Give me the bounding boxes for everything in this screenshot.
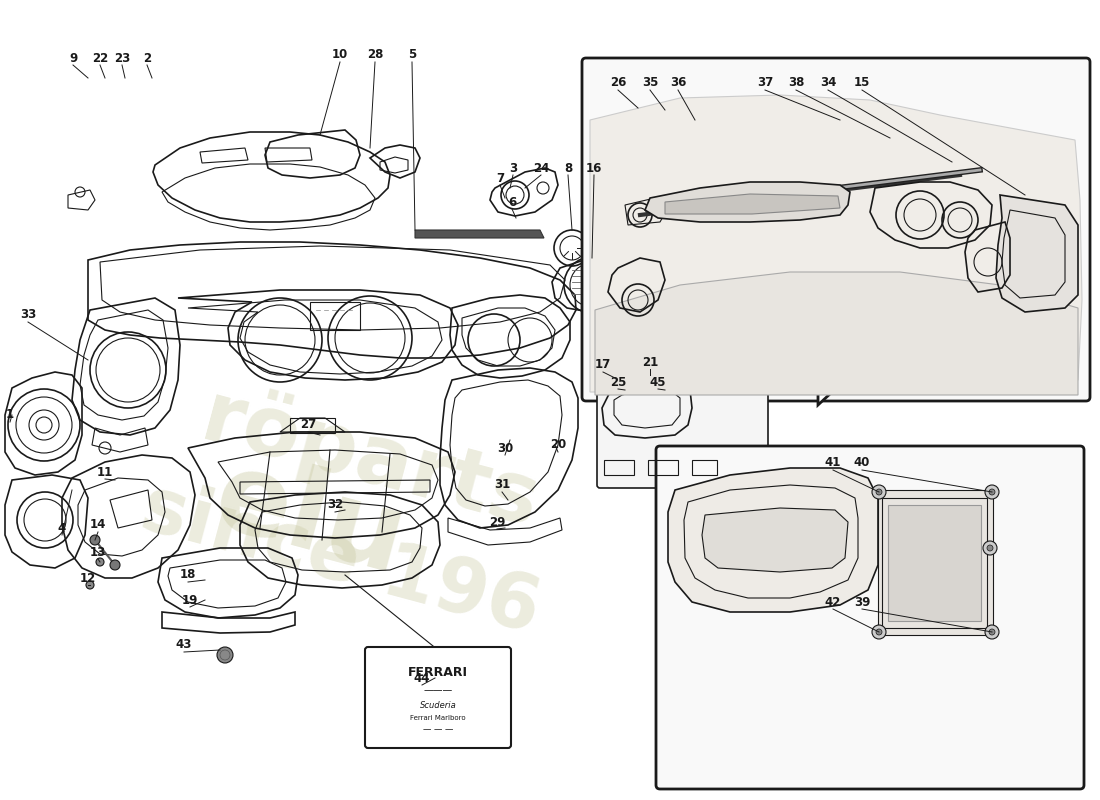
Text: 40: 40: [854, 457, 870, 470]
Text: 15: 15: [854, 77, 870, 90]
FancyBboxPatch shape: [656, 446, 1084, 789]
Polygon shape: [590, 95, 1082, 392]
Text: 5: 5: [408, 49, 416, 62]
Circle shape: [872, 625, 886, 639]
Circle shape: [110, 560, 120, 570]
Text: 25: 25: [609, 375, 626, 389]
Text: FERRARI: FERRARI: [408, 666, 468, 678]
Text: ———: ———: [424, 685, 452, 695]
Text: 4: 4: [58, 522, 66, 534]
Bar: [888, 505, 981, 621]
Bar: [882, 498, 987, 628]
Text: 38: 38: [788, 77, 804, 90]
Circle shape: [984, 625, 999, 639]
Polygon shape: [780, 355, 845, 405]
Text: 45: 45: [650, 375, 667, 389]
Text: 7: 7: [496, 171, 504, 185]
Circle shape: [989, 489, 996, 495]
Text: 41: 41: [825, 457, 842, 470]
Circle shape: [989, 629, 996, 635]
Text: since 196: since 196: [133, 471, 547, 649]
Text: 24: 24: [532, 162, 549, 174]
Text: 10: 10: [332, 49, 348, 62]
Polygon shape: [645, 182, 850, 222]
Text: 43: 43: [176, 638, 192, 651]
Text: 16: 16: [586, 162, 602, 174]
Polygon shape: [668, 468, 878, 612]
Text: 9: 9: [69, 51, 77, 65]
Bar: [604, 460, 634, 475]
Text: 19: 19: [182, 594, 198, 606]
Bar: [290, 418, 336, 433]
Circle shape: [217, 647, 233, 663]
Circle shape: [984, 485, 999, 499]
Text: 33: 33: [20, 309, 36, 322]
Circle shape: [872, 485, 886, 499]
Text: 22: 22: [92, 51, 108, 65]
Bar: [692, 460, 717, 475]
Polygon shape: [595, 272, 1078, 395]
Text: 32: 32: [327, 498, 343, 511]
FancyBboxPatch shape: [365, 647, 512, 748]
Circle shape: [96, 558, 104, 566]
Polygon shape: [996, 195, 1078, 312]
Text: elu: elu: [204, 443, 417, 597]
Text: 28: 28: [366, 49, 383, 62]
Text: 42: 42: [825, 595, 842, 609]
Text: 44: 44: [414, 671, 430, 685]
Text: 36: 36: [670, 77, 686, 90]
Text: 34: 34: [820, 77, 836, 90]
Polygon shape: [666, 194, 840, 214]
Text: röparts: röparts: [192, 375, 548, 545]
Bar: [648, 460, 678, 475]
Text: 35: 35: [641, 77, 658, 90]
Text: Ferrari Marlboro: Ferrari Marlboro: [410, 715, 465, 721]
Text: 6: 6: [508, 195, 516, 209]
Circle shape: [987, 545, 993, 551]
Text: 37: 37: [757, 77, 773, 90]
Circle shape: [86, 581, 94, 589]
Text: 39: 39: [854, 595, 870, 609]
Text: — — —: — — —: [422, 726, 453, 734]
Text: 31: 31: [494, 478, 510, 491]
Text: 14: 14: [90, 518, 107, 531]
FancyBboxPatch shape: [597, 372, 768, 488]
Bar: [878, 490, 993, 635]
Bar: [310, 302, 360, 330]
Circle shape: [90, 535, 100, 545]
Text: 21: 21: [642, 355, 658, 369]
Text: 17: 17: [595, 358, 612, 371]
Text: 18: 18: [179, 569, 196, 582]
Polygon shape: [702, 508, 848, 572]
Text: 13: 13: [90, 546, 106, 558]
Circle shape: [876, 629, 882, 635]
Text: 27: 27: [300, 418, 316, 431]
Polygon shape: [415, 230, 544, 238]
FancyBboxPatch shape: [582, 58, 1090, 401]
Text: 2: 2: [143, 51, 151, 65]
Text: 8: 8: [564, 162, 572, 174]
Text: 12: 12: [80, 571, 96, 585]
Text: 23: 23: [114, 51, 130, 65]
Text: Scuderia: Scuderia: [419, 701, 456, 710]
Circle shape: [983, 541, 997, 555]
Text: 1: 1: [6, 409, 14, 422]
Circle shape: [876, 489, 882, 495]
Text: 30: 30: [497, 442, 513, 454]
Text: 20: 20: [550, 438, 566, 451]
Text: 11: 11: [97, 466, 113, 478]
Text: 26: 26: [609, 77, 626, 90]
Text: 29: 29: [488, 515, 505, 529]
Text: 3: 3: [509, 162, 517, 174]
